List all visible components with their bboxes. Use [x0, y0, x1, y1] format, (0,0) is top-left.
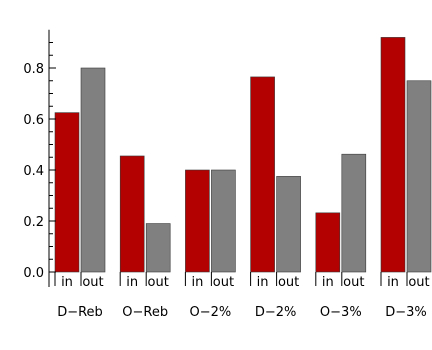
bar-out	[145, 223, 171, 273]
category-label: D−Reb	[57, 305, 103, 320]
bar-label-out: out	[343, 275, 364, 290]
bar-label-in: in	[257, 275, 269, 290]
y-tick-label: 0.6	[23, 113, 44, 128]
y-tick-label: 0.4	[23, 164, 44, 179]
bar-out	[341, 153, 367, 273]
bar-in	[54, 112, 80, 273]
bar-label-out: out	[148, 275, 169, 290]
bars-group	[54, 37, 432, 273]
bar-label-in: in	[126, 275, 138, 290]
bar-in	[315, 212, 341, 273]
bar-in	[380, 37, 406, 273]
y-tick-label: 0.2	[23, 215, 44, 230]
bar-label-in: in	[61, 275, 73, 290]
bar-in	[185, 169, 210, 273]
category-label: O−2%	[190, 305, 232, 320]
y-tick-label: 0.8	[23, 62, 44, 77]
bar-label-out: out	[213, 275, 234, 290]
y-tick-label: 0.0	[23, 266, 44, 281]
bar-label-out: out	[82, 275, 103, 290]
y-axis-ticks: 0.0 0.2 0.4 0.6 0.8	[23, 42, 56, 281]
bar-out	[276, 176, 301, 273]
bar-in	[250, 76, 275, 273]
bar-label-out: out	[278, 275, 299, 290]
bar-out	[406, 80, 432, 273]
bar-out	[211, 169, 236, 273]
bar-label-in: in	[191, 275, 203, 290]
bar-label-out: out	[408, 275, 429, 290]
category-label: D−3%	[385, 305, 427, 320]
category-label: O−Reb	[122, 305, 168, 320]
category-label: O−3%	[320, 305, 362, 320]
bar-in	[119, 155, 145, 273]
bar-labels-group: in out in out in out in out in out in out	[54, 272, 430, 290]
bar-label-in: in	[387, 275, 399, 290]
bar-label-in: in	[322, 275, 334, 290]
category-labels-group: D−Reb O−Reb O−2% D−2% O−3% D−3%	[57, 305, 427, 320]
bar-out	[80, 67, 106, 273]
category-label: D−2%	[255, 305, 297, 320]
